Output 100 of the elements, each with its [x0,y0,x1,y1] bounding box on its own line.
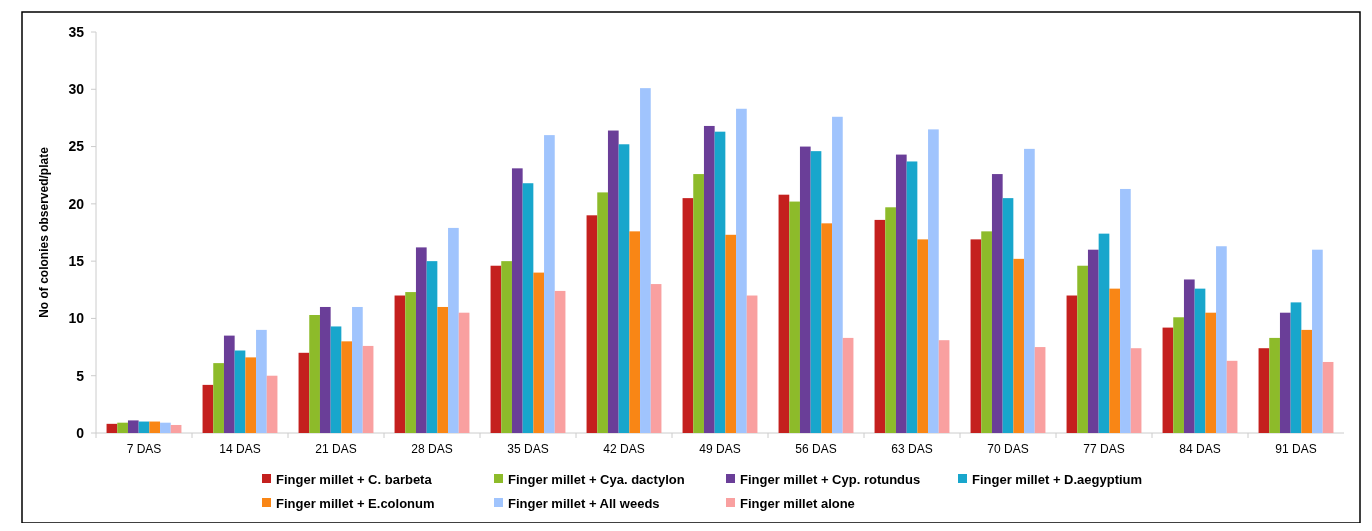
legend-label: Finger millet + C. barbeta [276,471,433,487]
bar [213,363,224,433]
y-tick-label: 35 [68,23,85,40]
bar [703,125,715,433]
bar [202,384,214,433]
bar [309,314,320,433]
bar [906,161,918,433]
bar [437,306,449,433]
bar [1279,312,1291,433]
y-axis-title: No of colonies observed/plate [37,146,51,318]
bar [789,201,800,433]
bar [586,215,598,433]
bar [1162,327,1174,433]
bar [778,194,790,433]
bar [149,421,161,433]
bar [298,352,310,433]
bar [1109,288,1121,433]
x-tick-label: 63 DAS [891,442,933,456]
bar [1098,233,1110,433]
x-tick-label: 42 DAS [603,442,645,456]
bar [1226,360,1238,433]
bar [234,350,246,433]
x-tick-label: 49 DAS [699,442,741,456]
bar [1024,148,1035,433]
bar [832,116,843,433]
bar [511,168,523,433]
bar [938,340,950,433]
x-tick-label: 91 DAS [1275,442,1317,456]
x-tick-label: 56 DAS [795,442,837,456]
bar [1087,249,1099,433]
bar [714,131,726,433]
bar [1301,329,1313,433]
bar [127,420,139,433]
bar [1216,246,1227,433]
bar [970,239,982,433]
bar [352,306,363,433]
bar [991,174,1003,433]
bar [458,312,470,433]
bar [1002,198,1014,433]
bar [245,357,257,433]
bar [682,198,694,433]
legend-label: Finger millet + D.aegyptium [972,471,1143,487]
bar [799,146,811,433]
bar [1120,188,1131,433]
bar [1130,348,1142,433]
bar [981,231,992,433]
bar [629,231,641,433]
y-tick-label: 15 [68,253,85,270]
x-tick-label: 7 DAS [126,442,162,456]
bar [650,284,662,433]
bar [842,337,854,433]
bar [533,272,545,433]
bar [928,129,939,433]
legend-label: Finger millet + E.colonum [276,495,435,511]
bar [1034,347,1046,433]
bar [1066,295,1078,433]
bar [821,223,833,433]
bar [362,345,374,433]
legend-label: Finger millet alone [740,495,855,511]
bar [448,227,459,433]
y-tick-label: 25 [68,138,85,155]
bar [501,261,512,433]
bar [1312,249,1323,433]
bar [544,135,555,433]
bar [426,261,438,433]
bar [1205,312,1217,433]
y-tick-label: 5 [76,367,85,384]
bar [640,88,651,433]
bar [1258,348,1270,433]
bar [895,154,907,433]
bar [1322,361,1334,433]
legend-label: Finger millet + All weeds [508,495,660,511]
bar [522,183,534,433]
bar [341,341,353,433]
bar [405,292,416,433]
bar [394,295,406,433]
bar [330,326,342,433]
bar [554,290,566,433]
bar [1013,258,1025,433]
bar [266,375,278,433]
y-tick-label: 0 [76,424,85,441]
x-tick-label: 84 DAS [1179,442,1221,456]
bar [223,335,235,433]
legend-label: Finger millet + Cyp. rotundus [740,471,921,487]
legend-label: Finger millet + Cya. dactylon [508,471,685,487]
y-tick-label: 10 [68,310,85,327]
bar [319,306,331,433]
x-tick-label: 21 DAS [315,442,357,456]
bar [874,219,886,433]
bar [693,174,704,433]
bar [736,108,747,433]
bar [1269,337,1280,433]
bar [490,265,502,433]
bar [746,295,758,433]
bar [1183,279,1195,433]
bar [607,130,619,433]
bar [415,247,427,433]
x-tick-label: 35 DAS [507,442,549,456]
bar [160,422,171,433]
bar [106,423,118,433]
